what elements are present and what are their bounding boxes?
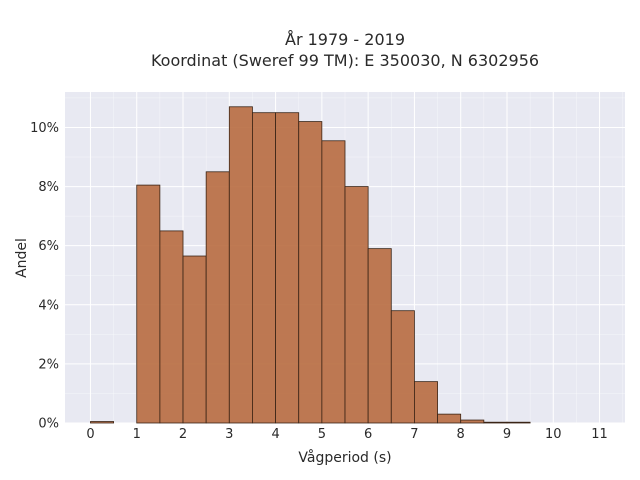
histogram-bar bbox=[182, 255, 207, 424]
histogram-bar bbox=[414, 381, 438, 424]
histogram-bar bbox=[506, 421, 531, 424]
x-tick-label: 4 bbox=[271, 427, 279, 442]
histogram-bar bbox=[321, 140, 346, 424]
x-tick-label: 10 bbox=[545, 427, 562, 442]
chart-title-line1: År 1979 - 2019 bbox=[285, 30, 405, 49]
x-tick-label: 1 bbox=[133, 427, 141, 442]
histogram-bar bbox=[437, 413, 462, 424]
histogram-bar bbox=[205, 171, 230, 424]
y-tick-label: 0% bbox=[38, 417, 59, 432]
y-tick-label: 6% bbox=[38, 239, 59, 254]
y-tick-label: 10% bbox=[30, 121, 59, 136]
histogram-bar bbox=[483, 421, 508, 424]
y-axis-label: Andel bbox=[14, 238, 30, 278]
chart-title-line2: Koordinat (Sweref 99 TM): E 350030, N 63… bbox=[151, 51, 539, 70]
histogram-bar bbox=[390, 310, 415, 424]
histogram-bar bbox=[298, 121, 323, 424]
histogram-bar bbox=[136, 184, 161, 424]
x-tick-labels: 0 1 2 3 4 5 6 7 8 9 10 11 bbox=[86, 427, 608, 442]
histogram-bar bbox=[275, 112, 300, 424]
x-tick-label: 11 bbox=[591, 427, 608, 442]
histogram-bar bbox=[367, 248, 392, 424]
x-tick-label: 6 bbox=[364, 427, 372, 442]
x-axis-label: Vågperiod (s) bbox=[298, 449, 391, 466]
y-tick-labels: 0% 2% 4% 6% 8% 10% bbox=[30, 121, 59, 432]
x-tick-label: 8 bbox=[457, 427, 465, 442]
bars bbox=[90, 106, 531, 424]
histogram-bar bbox=[228, 106, 253, 424]
histogram-bar bbox=[460, 419, 485, 424]
histogram-bar bbox=[252, 112, 276, 424]
x-tick-label: 9 bbox=[503, 427, 511, 442]
x-tick-label: 2 bbox=[179, 427, 187, 442]
x-tick-label: 3 bbox=[225, 427, 233, 442]
x-tick-label: 0 bbox=[86, 427, 94, 442]
y-tick-label: 2% bbox=[38, 357, 59, 372]
x-tick-label: 7 bbox=[410, 427, 418, 442]
histogram-bar bbox=[90, 421, 114, 424]
histogram-bar bbox=[344, 186, 369, 424]
histogram-bar bbox=[159, 230, 184, 424]
x-tick-label: 5 bbox=[318, 427, 326, 442]
y-tick-label: 8% bbox=[38, 180, 59, 195]
y-tick-label: 4% bbox=[38, 298, 59, 313]
